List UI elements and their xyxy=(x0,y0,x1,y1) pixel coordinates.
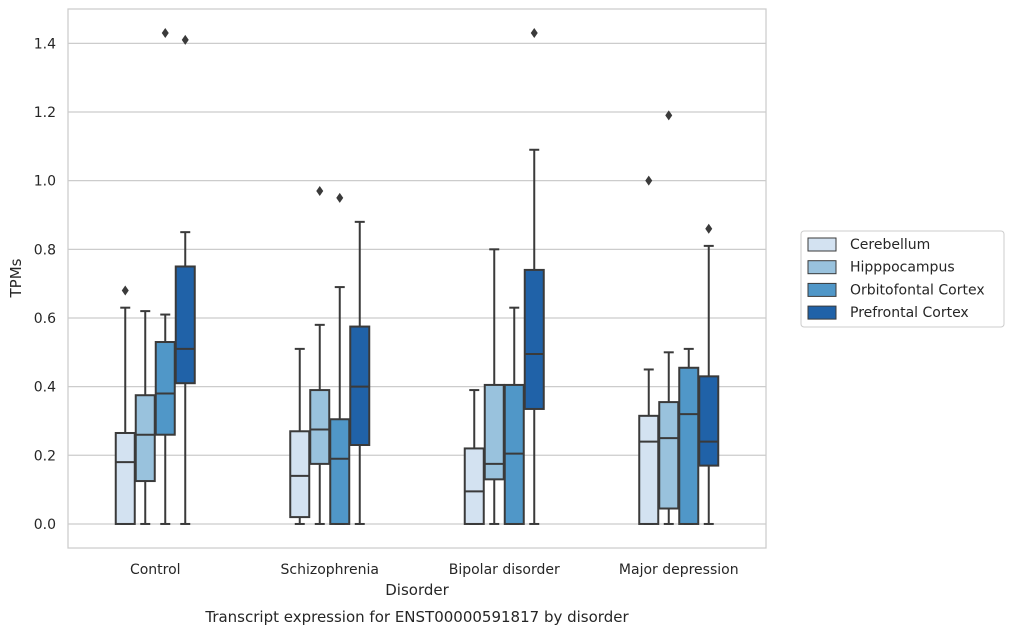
box-2-3 xyxy=(678,347,700,525)
box-1-0 xyxy=(134,310,156,525)
box-3-3 xyxy=(698,223,720,525)
y-tick-label: 0.0 xyxy=(34,517,56,533)
y-tick-label: 0.4 xyxy=(34,380,56,396)
box-body xyxy=(309,389,331,465)
x-tick-label: Bipolar disorder xyxy=(449,562,560,578)
plot-area-frame xyxy=(67,8,767,549)
legend: Cerebellum Hipppocampus Orbitofontal Corte… xyxy=(800,230,1005,328)
box-body xyxy=(463,447,485,525)
box-2-0 xyxy=(154,28,176,525)
legend-label: Cerebellum xyxy=(850,237,930,253)
box-1-2 xyxy=(483,248,505,525)
y-tick-label: 1.4 xyxy=(34,36,56,52)
outlier-point xyxy=(316,185,324,196)
box-body xyxy=(638,414,660,525)
outlier-point xyxy=(121,285,129,296)
box-body xyxy=(174,265,196,385)
box-body xyxy=(523,268,545,410)
y-tick-label: 1.0 xyxy=(34,174,56,190)
box-body xyxy=(114,431,136,525)
box-body xyxy=(698,375,720,467)
box-body xyxy=(658,401,680,510)
x-tick-label: Major depression xyxy=(619,562,739,578)
legend-label: Prefrontal Cortex xyxy=(850,305,969,321)
outlier-point xyxy=(665,110,673,121)
x-axis-label: Disorder xyxy=(385,581,449,599)
legend-swatch xyxy=(807,305,837,320)
box-0-0 xyxy=(114,285,136,525)
chart-caption: Transcript expression for ENST0000059181… xyxy=(204,608,629,626)
box-body xyxy=(289,430,311,519)
y-tick-label: 0.6 xyxy=(34,311,56,327)
legend-swatch xyxy=(807,260,837,275)
box-3-0 xyxy=(174,34,196,525)
y-tick-label: 0.8 xyxy=(34,242,56,258)
y-tick-label: 1.2 xyxy=(34,105,56,121)
outlier-point xyxy=(161,28,169,39)
y-tick-label: 0.2 xyxy=(34,448,56,464)
box-body xyxy=(483,383,505,481)
x-tick-label: Control xyxy=(130,562,181,578)
box-body xyxy=(134,394,156,483)
legend-label: Orbitofontal Cortex xyxy=(850,282,985,298)
outlier-point xyxy=(645,175,653,186)
box-2-2 xyxy=(503,306,525,525)
box-body xyxy=(678,366,700,525)
box-1-3 xyxy=(658,110,680,525)
y-axis-label: TPMs xyxy=(7,258,25,298)
y-tick-labels: 0.0 0.2 0.4 0.6 0.8 1.0 1.2 1.4 xyxy=(34,36,56,533)
boxes-group xyxy=(114,28,720,525)
outlier-point xyxy=(530,28,538,39)
legend-swatch xyxy=(807,237,837,252)
legend-frame xyxy=(800,230,1005,328)
box-1-1 xyxy=(309,185,331,525)
box-body xyxy=(329,418,351,525)
legend-swatch xyxy=(807,282,837,297)
outlier-point xyxy=(705,223,713,234)
box-0-3 xyxy=(638,175,660,525)
outlier-point xyxy=(336,192,344,203)
box-0-1 xyxy=(289,347,311,525)
outlier-point xyxy=(181,34,189,45)
box-2-1 xyxy=(329,192,351,525)
legend-label: Hipppocampus xyxy=(850,260,955,276)
box-3-1 xyxy=(349,220,371,525)
box-body xyxy=(154,341,176,436)
x-tick-label: Schizophrenia xyxy=(281,562,379,578)
x-tick-labels: Control Schizophrenia Bipolar disorder Majo… xyxy=(130,562,739,578)
box-3-2 xyxy=(523,28,545,525)
box-0-2 xyxy=(463,389,485,525)
